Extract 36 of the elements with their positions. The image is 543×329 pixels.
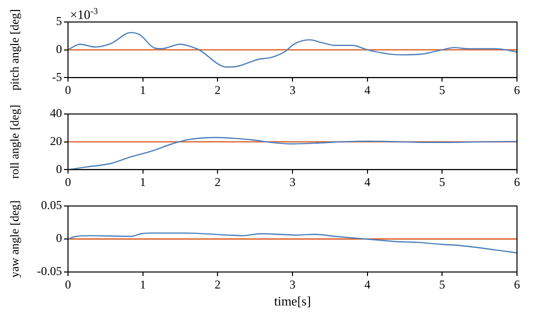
y-tick-label: 5 — [56, 14, 62, 28]
x-tick-label: 6 — [514, 82, 520, 97]
x-tick-label: 3 — [290, 174, 296, 189]
line-series — [68, 232, 517, 254]
x-tick-label: 1 — [140, 82, 146, 97]
x-tick-label: 1 — [140, 277, 146, 292]
x-tick-label: 2 — [214, 82, 221, 97]
x-tick-label: 4 — [364, 82, 370, 97]
y-tick-label: -5 — [52, 70, 62, 84]
x-tick-label: 2 — [214, 174, 221, 189]
y-tick-label: -0.05 — [37, 264, 62, 278]
y-tick-label: 0 — [56, 42, 62, 56]
y-axis-title: yaw angle [deg] — [7, 200, 22, 278]
line-series — [68, 32, 517, 68]
x-tick-label: 5 — [439, 174, 446, 189]
x-tick-label: 0 — [65, 82, 71, 97]
x-tick-label: 3 — [290, 82, 296, 97]
x-tick-label: 2 — [214, 277, 221, 292]
x-tick-label: 4 — [364, 277, 370, 292]
x-tick-label: 6 — [514, 277, 520, 292]
x-axis-title: time[s] — [274, 294, 311, 309]
y-axis-title: roll angle [deg] — [7, 104, 22, 179]
x-tick-label: 5 — [439, 277, 446, 292]
y-tick-label: 0.05 — [41, 198, 62, 212]
x-tick-label: 5 — [439, 82, 446, 97]
x-tick-label: 1 — [140, 174, 146, 189]
x-tick-label: 3 — [290, 277, 296, 292]
x-tick-label: 4 — [364, 174, 370, 189]
y-tick-label: 0 — [56, 162, 62, 176]
x-tick-label: 6 — [514, 174, 520, 189]
y-axis-title: pitch angle [deg] — [7, 9, 22, 90]
x-tick-label: 0 — [65, 174, 71, 189]
y-tick-label: 0 — [56, 231, 62, 246]
x-tick-label: 0 — [65, 277, 71, 292]
y-tick-label: 40 — [50, 106, 62, 120]
y-tick-label: 20 — [50, 134, 62, 148]
